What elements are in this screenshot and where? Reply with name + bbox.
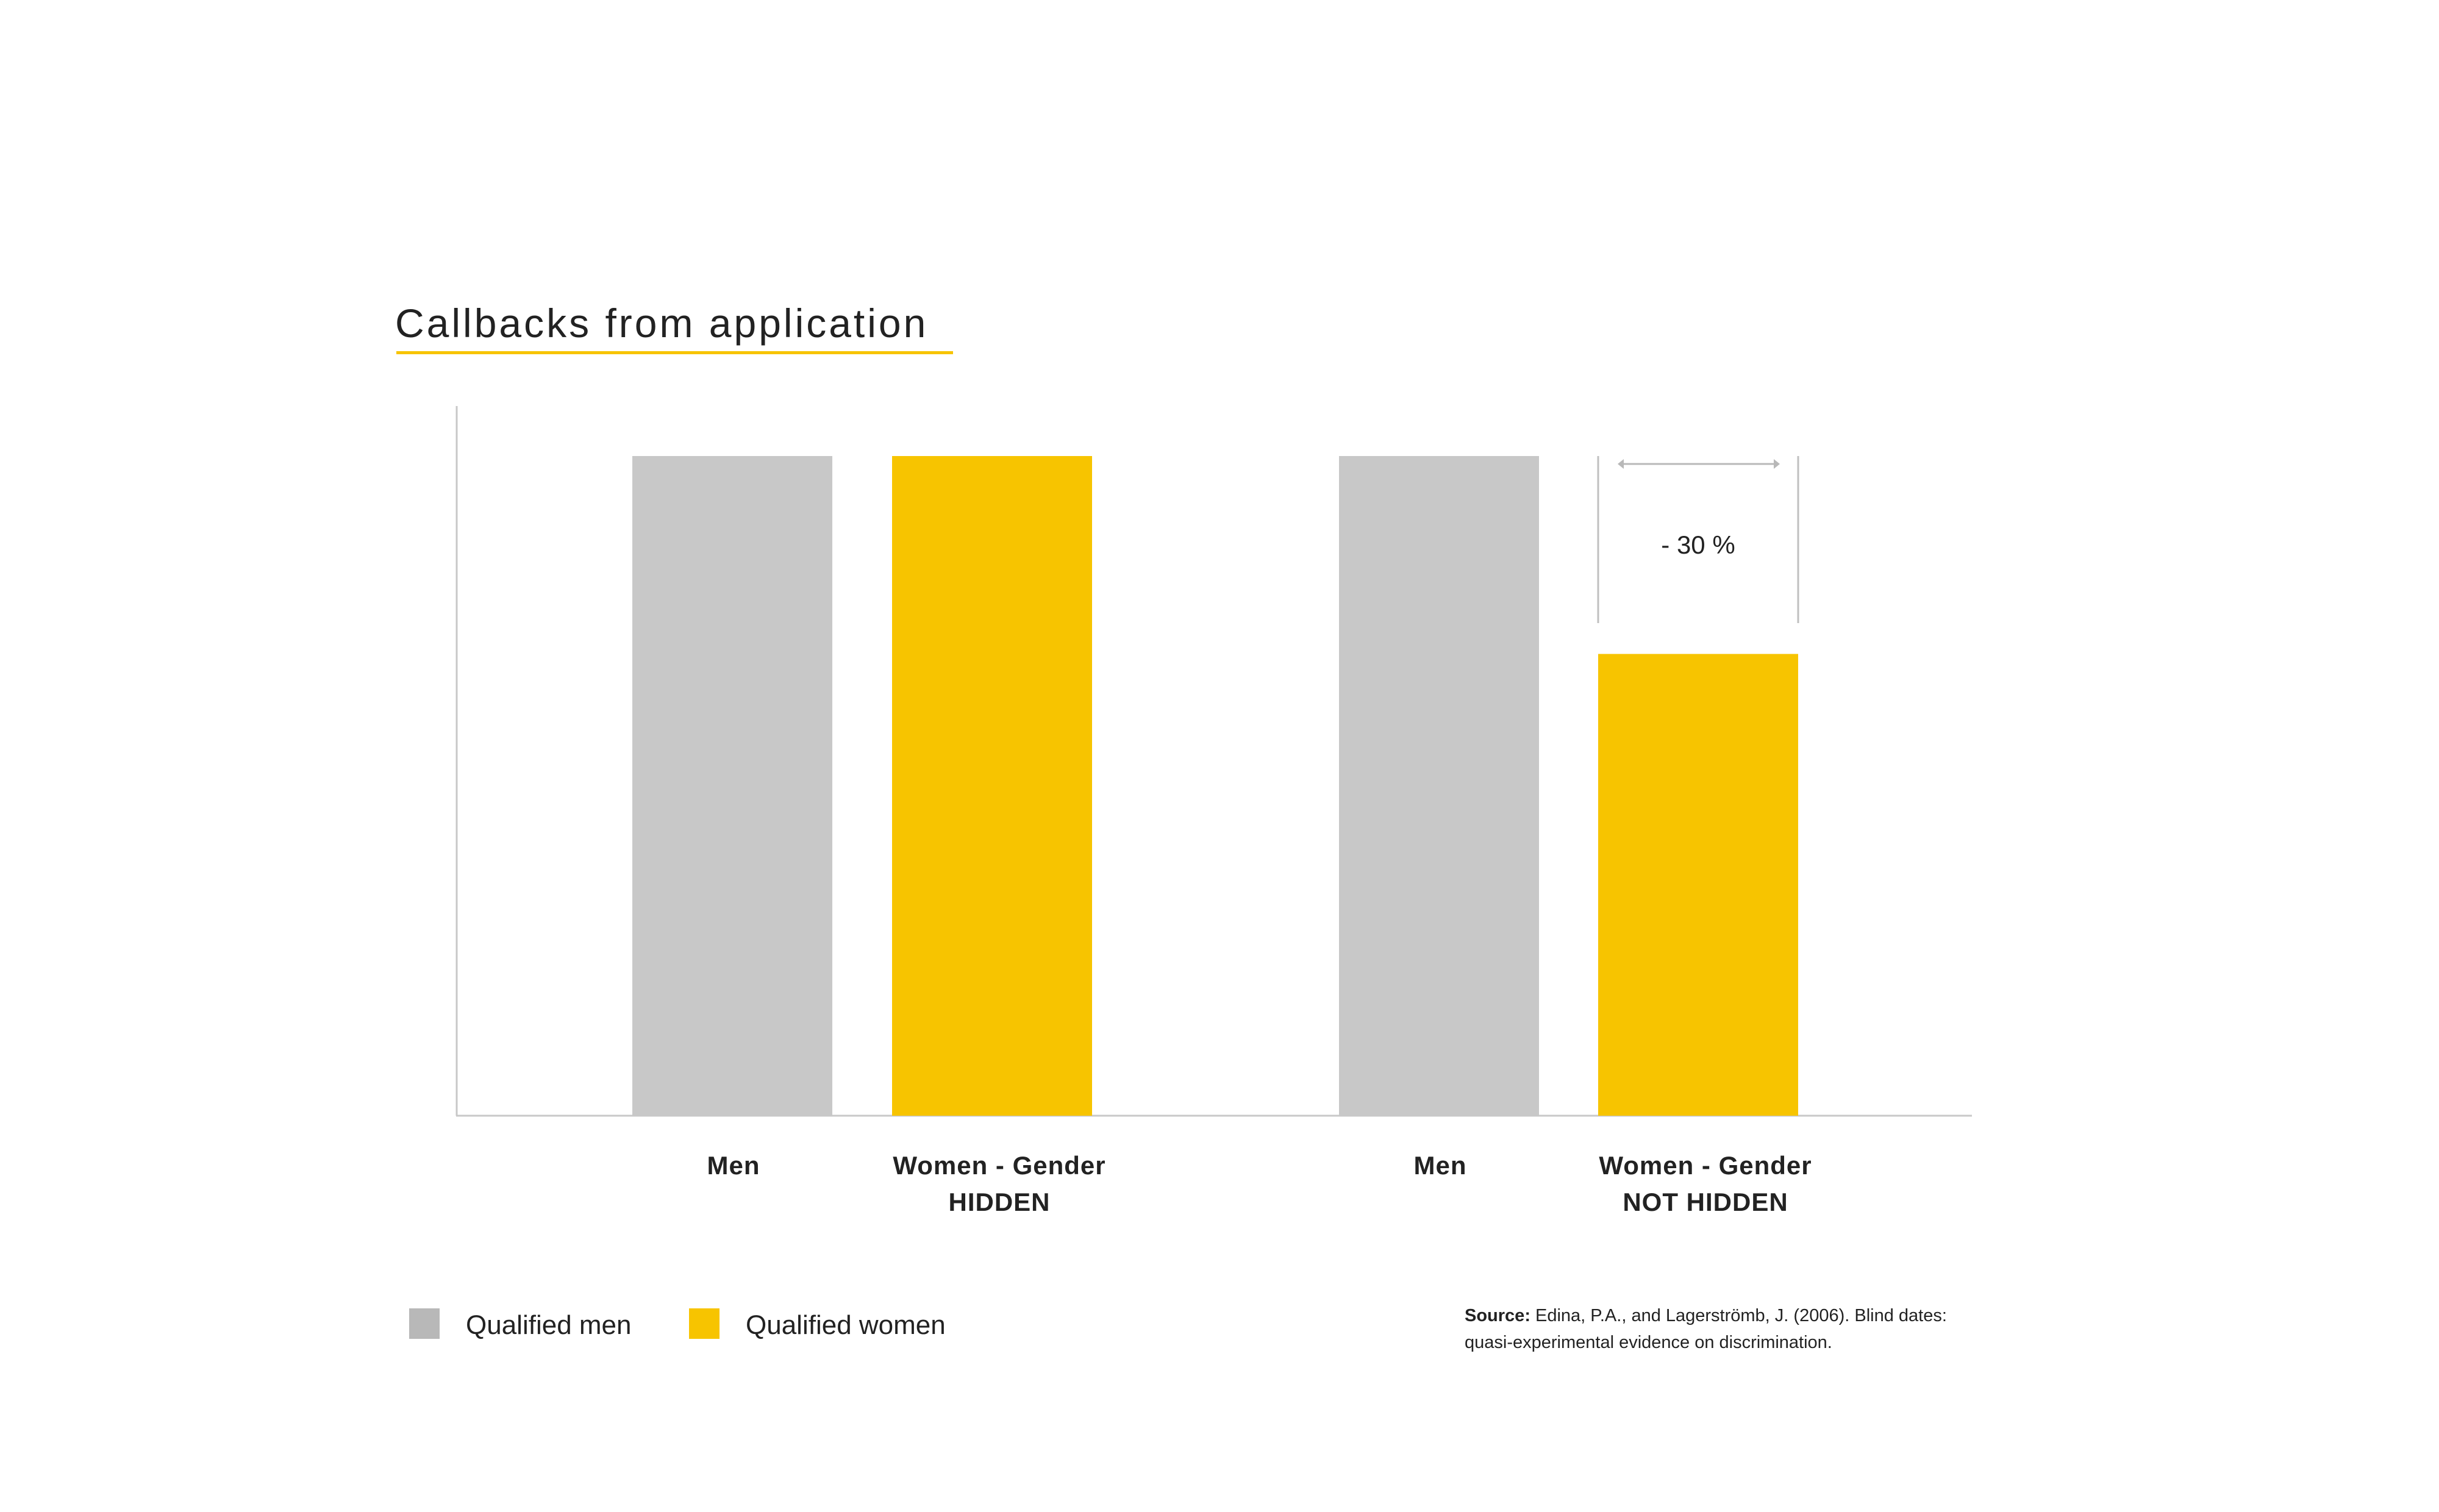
annotation-label: - 30 % [1661,530,1735,559]
source-line-1: Source: Edina, P.A., and Lagerströmb, J. … [1465,1306,1947,1325]
category-label: Men [1414,1151,1467,1180]
category-label: NOT HIDDEN [1623,1188,1788,1216]
title-underline [396,351,953,354]
source-line-2: quasi-experimental evidence on discrimin… [1465,1333,1832,1352]
legend-swatch-0 [409,1308,440,1339]
legend-label-1: Qualified women [746,1310,946,1340]
legend-swatch-1 [689,1308,720,1339]
difference-annotation: - 30 % [1597,456,1799,623]
source-label: Source: [1465,1306,1530,1325]
legend: Qualified men Qualified women [409,1308,946,1340]
bar-women-3 [1598,654,1798,1116]
category-label: HIDDEN [948,1188,1050,1216]
source-text-1: Edina, P.A., and Lagerströmb, J. (2006).… [1535,1306,1947,1325]
bar-men-2 [1339,456,1539,1116]
chart-title: Callbacks from application [395,301,928,346]
legend-label-0: Qualified men [466,1310,631,1340]
category-label: Women - Gender [893,1151,1105,1180]
category-label: Women - Gender [1599,1151,1812,1180]
category-label: Men [707,1151,760,1180]
bar-men-0 [632,456,832,1116]
bar-women-1 [892,456,1092,1116]
